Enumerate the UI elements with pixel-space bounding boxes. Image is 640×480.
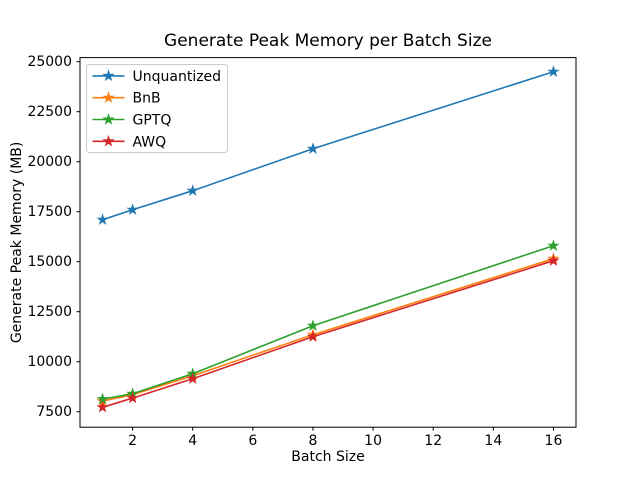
data-point-marker-unquantized [547, 65, 560, 77]
legend-label-bnb: BnB [133, 91, 161, 107]
y-tick-label: 17500 [27, 204, 72, 220]
y-axis-label: Generate Peak Memory (MB) [9, 142, 25, 344]
y-tick-label: 7500 [36, 404, 72, 420]
legend-marker-unquantized [102, 69, 115, 82]
data-point-marker-awq [547, 254, 560, 266]
y-tick-label: 15000 [27, 254, 72, 270]
legend-marker-gptq [102, 113, 115, 125]
legend-marker-awq [102, 134, 115, 147]
data-point-marker-gptq [306, 319, 320, 331]
legend-label-unquantized: Unquantized [133, 69, 222, 85]
y-tick-label: 10000 [27, 354, 72, 370]
data-point-marker-unquantized [306, 142, 320, 154]
data-point-marker-awq [306, 330, 320, 342]
chart-title: Generate Peak Memory per Batch Size [164, 31, 492, 51]
x-tick-label: 10 [364, 433, 382, 449]
legend-label-awq: AWQ [133, 134, 167, 150]
x-tick-label: 8 [309, 433, 318, 449]
legend-marker-bnb [102, 91, 115, 103]
data-point-marker-awq [96, 400, 109, 413]
x-tick-label: 4 [188, 433, 197, 449]
data-point-marker-awq [186, 372, 199, 384]
y-tick-label: 12500 [27, 304, 72, 320]
data-point-marker-unquantized [96, 213, 109, 225]
y-tick-label: 22500 [27, 104, 72, 120]
x-tick-label: 2 [128, 433, 137, 449]
x-tick-label: 16 [545, 433, 563, 449]
x-tick-label: 6 [248, 433, 257, 449]
legend [86, 64, 228, 153]
data-point-marker-awq [126, 391, 139, 404]
data-point-marker-gptq [547, 239, 560, 251]
legend-label-gptq: GPTQ [133, 113, 172, 129]
y-tick-label: 25000 [27, 54, 72, 70]
x-tick-label: 12 [424, 433, 442, 449]
x-axis-label: Batch Size [291, 449, 364, 465]
y-tick-label: 20000 [27, 154, 72, 170]
data-point-marker-unquantized [186, 184, 199, 196]
x-tick-label: 14 [484, 433, 502, 449]
data-point-marker-unquantized [126, 203, 139, 215]
